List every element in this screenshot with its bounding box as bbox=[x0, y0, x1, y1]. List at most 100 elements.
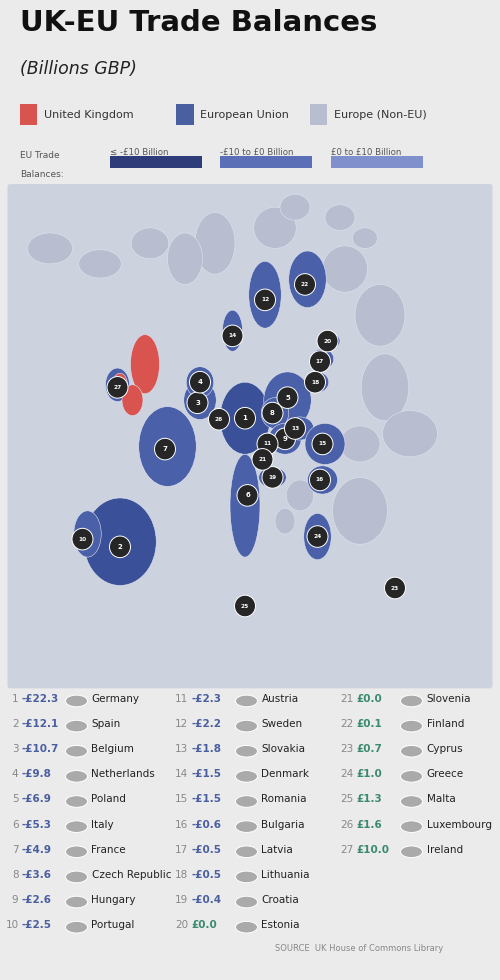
Text: Greece: Greece bbox=[426, 769, 464, 779]
Text: 14: 14 bbox=[176, 769, 188, 779]
Circle shape bbox=[236, 695, 258, 707]
Ellipse shape bbox=[168, 233, 202, 284]
Text: Luxembourg: Luxembourg bbox=[426, 819, 492, 829]
Text: -£2.2: -£2.2 bbox=[192, 719, 222, 729]
Ellipse shape bbox=[131, 228, 169, 259]
FancyBboxPatch shape bbox=[330, 156, 422, 169]
Text: UK-EU Trade Balances: UK-EU Trade Balances bbox=[20, 9, 378, 37]
Circle shape bbox=[304, 371, 326, 393]
Text: 10: 10 bbox=[6, 920, 18, 930]
Text: £1.6: £1.6 bbox=[356, 819, 382, 829]
Circle shape bbox=[236, 796, 258, 808]
Ellipse shape bbox=[222, 310, 242, 352]
Text: 13: 13 bbox=[291, 426, 299, 431]
Circle shape bbox=[187, 392, 208, 414]
Text: 2: 2 bbox=[118, 544, 122, 550]
Circle shape bbox=[72, 528, 93, 550]
Text: 24: 24 bbox=[314, 534, 322, 539]
Circle shape bbox=[400, 846, 422, 858]
Circle shape bbox=[236, 871, 258, 883]
Text: 7: 7 bbox=[162, 446, 168, 452]
Text: Lithuania: Lithuania bbox=[262, 870, 310, 880]
Ellipse shape bbox=[308, 466, 338, 494]
Text: -£6.9: -£6.9 bbox=[22, 795, 52, 805]
Text: Estonia: Estonia bbox=[262, 920, 300, 930]
Ellipse shape bbox=[355, 284, 405, 346]
Ellipse shape bbox=[249, 262, 281, 328]
Text: Romania: Romania bbox=[262, 795, 307, 805]
Text: Belgium: Belgium bbox=[92, 744, 134, 755]
Text: 3: 3 bbox=[195, 400, 200, 406]
Ellipse shape bbox=[139, 407, 196, 486]
Circle shape bbox=[262, 402, 283, 424]
Text: 14: 14 bbox=[228, 333, 236, 338]
Ellipse shape bbox=[230, 455, 260, 557]
Circle shape bbox=[190, 371, 210, 393]
Text: -£1.8: -£1.8 bbox=[192, 744, 222, 755]
Text: 24: 24 bbox=[340, 769, 353, 779]
Text: 23: 23 bbox=[340, 744, 353, 755]
Text: -£0.5: -£0.5 bbox=[192, 870, 222, 880]
Text: Portugal: Portugal bbox=[92, 920, 135, 930]
Circle shape bbox=[400, 746, 422, 757]
Circle shape bbox=[277, 387, 298, 409]
Circle shape bbox=[252, 449, 273, 470]
Text: 9: 9 bbox=[282, 436, 288, 442]
Circle shape bbox=[66, 846, 88, 858]
Text: -£2.6: -£2.6 bbox=[22, 895, 52, 905]
Text: -£1.5: -£1.5 bbox=[192, 769, 222, 779]
Text: 11: 11 bbox=[264, 441, 272, 447]
Circle shape bbox=[236, 720, 258, 732]
Text: European Union: European Union bbox=[200, 110, 289, 120]
Text: 23: 23 bbox=[391, 585, 399, 591]
Ellipse shape bbox=[340, 426, 380, 462]
Text: 21: 21 bbox=[340, 694, 353, 704]
FancyBboxPatch shape bbox=[220, 156, 312, 169]
Text: 18: 18 bbox=[176, 870, 188, 880]
Text: Italy: Italy bbox=[92, 819, 114, 829]
Text: -£0.4: -£0.4 bbox=[192, 895, 222, 905]
Text: Spain: Spain bbox=[92, 719, 121, 729]
Ellipse shape bbox=[259, 467, 286, 488]
Text: 15: 15 bbox=[318, 441, 326, 447]
Circle shape bbox=[384, 577, 406, 599]
Ellipse shape bbox=[332, 477, 388, 544]
Circle shape bbox=[236, 821, 258, 832]
FancyBboxPatch shape bbox=[20, 105, 38, 125]
Ellipse shape bbox=[122, 385, 143, 416]
Ellipse shape bbox=[280, 194, 310, 221]
Circle shape bbox=[66, 921, 88, 933]
Text: 18: 18 bbox=[311, 379, 319, 385]
Text: France: France bbox=[92, 845, 126, 855]
Ellipse shape bbox=[261, 398, 289, 428]
Text: 2: 2 bbox=[12, 719, 18, 729]
Ellipse shape bbox=[325, 205, 355, 230]
Text: £1.0: £1.0 bbox=[356, 769, 382, 779]
Circle shape bbox=[66, 746, 88, 757]
Circle shape bbox=[66, 796, 88, 808]
Text: 17: 17 bbox=[316, 359, 324, 365]
Text: 5: 5 bbox=[12, 795, 18, 805]
Text: -£3.6: -£3.6 bbox=[22, 870, 52, 880]
Text: 22: 22 bbox=[301, 282, 309, 287]
Text: 9: 9 bbox=[12, 895, 18, 905]
Circle shape bbox=[400, 720, 422, 732]
Circle shape bbox=[400, 770, 422, 782]
Text: -£1.5: -£1.5 bbox=[192, 795, 222, 805]
Ellipse shape bbox=[304, 514, 331, 560]
Circle shape bbox=[237, 484, 258, 507]
Text: ≤ -£10 Billion: ≤ -£10 Billion bbox=[110, 148, 168, 157]
Text: Hungary: Hungary bbox=[92, 895, 136, 905]
Text: -£12.1: -£12.1 bbox=[22, 719, 59, 729]
Text: £0 to £10 Billion: £0 to £10 Billion bbox=[330, 148, 401, 157]
Circle shape bbox=[400, 796, 422, 808]
Circle shape bbox=[294, 273, 316, 295]
Text: £0.1: £0.1 bbox=[356, 719, 382, 729]
Text: 4: 4 bbox=[198, 379, 202, 385]
Ellipse shape bbox=[254, 207, 296, 249]
Text: 15: 15 bbox=[176, 795, 188, 805]
Circle shape bbox=[312, 433, 333, 455]
Text: 6: 6 bbox=[245, 492, 250, 499]
Circle shape bbox=[400, 821, 422, 832]
Text: 3: 3 bbox=[12, 744, 18, 755]
